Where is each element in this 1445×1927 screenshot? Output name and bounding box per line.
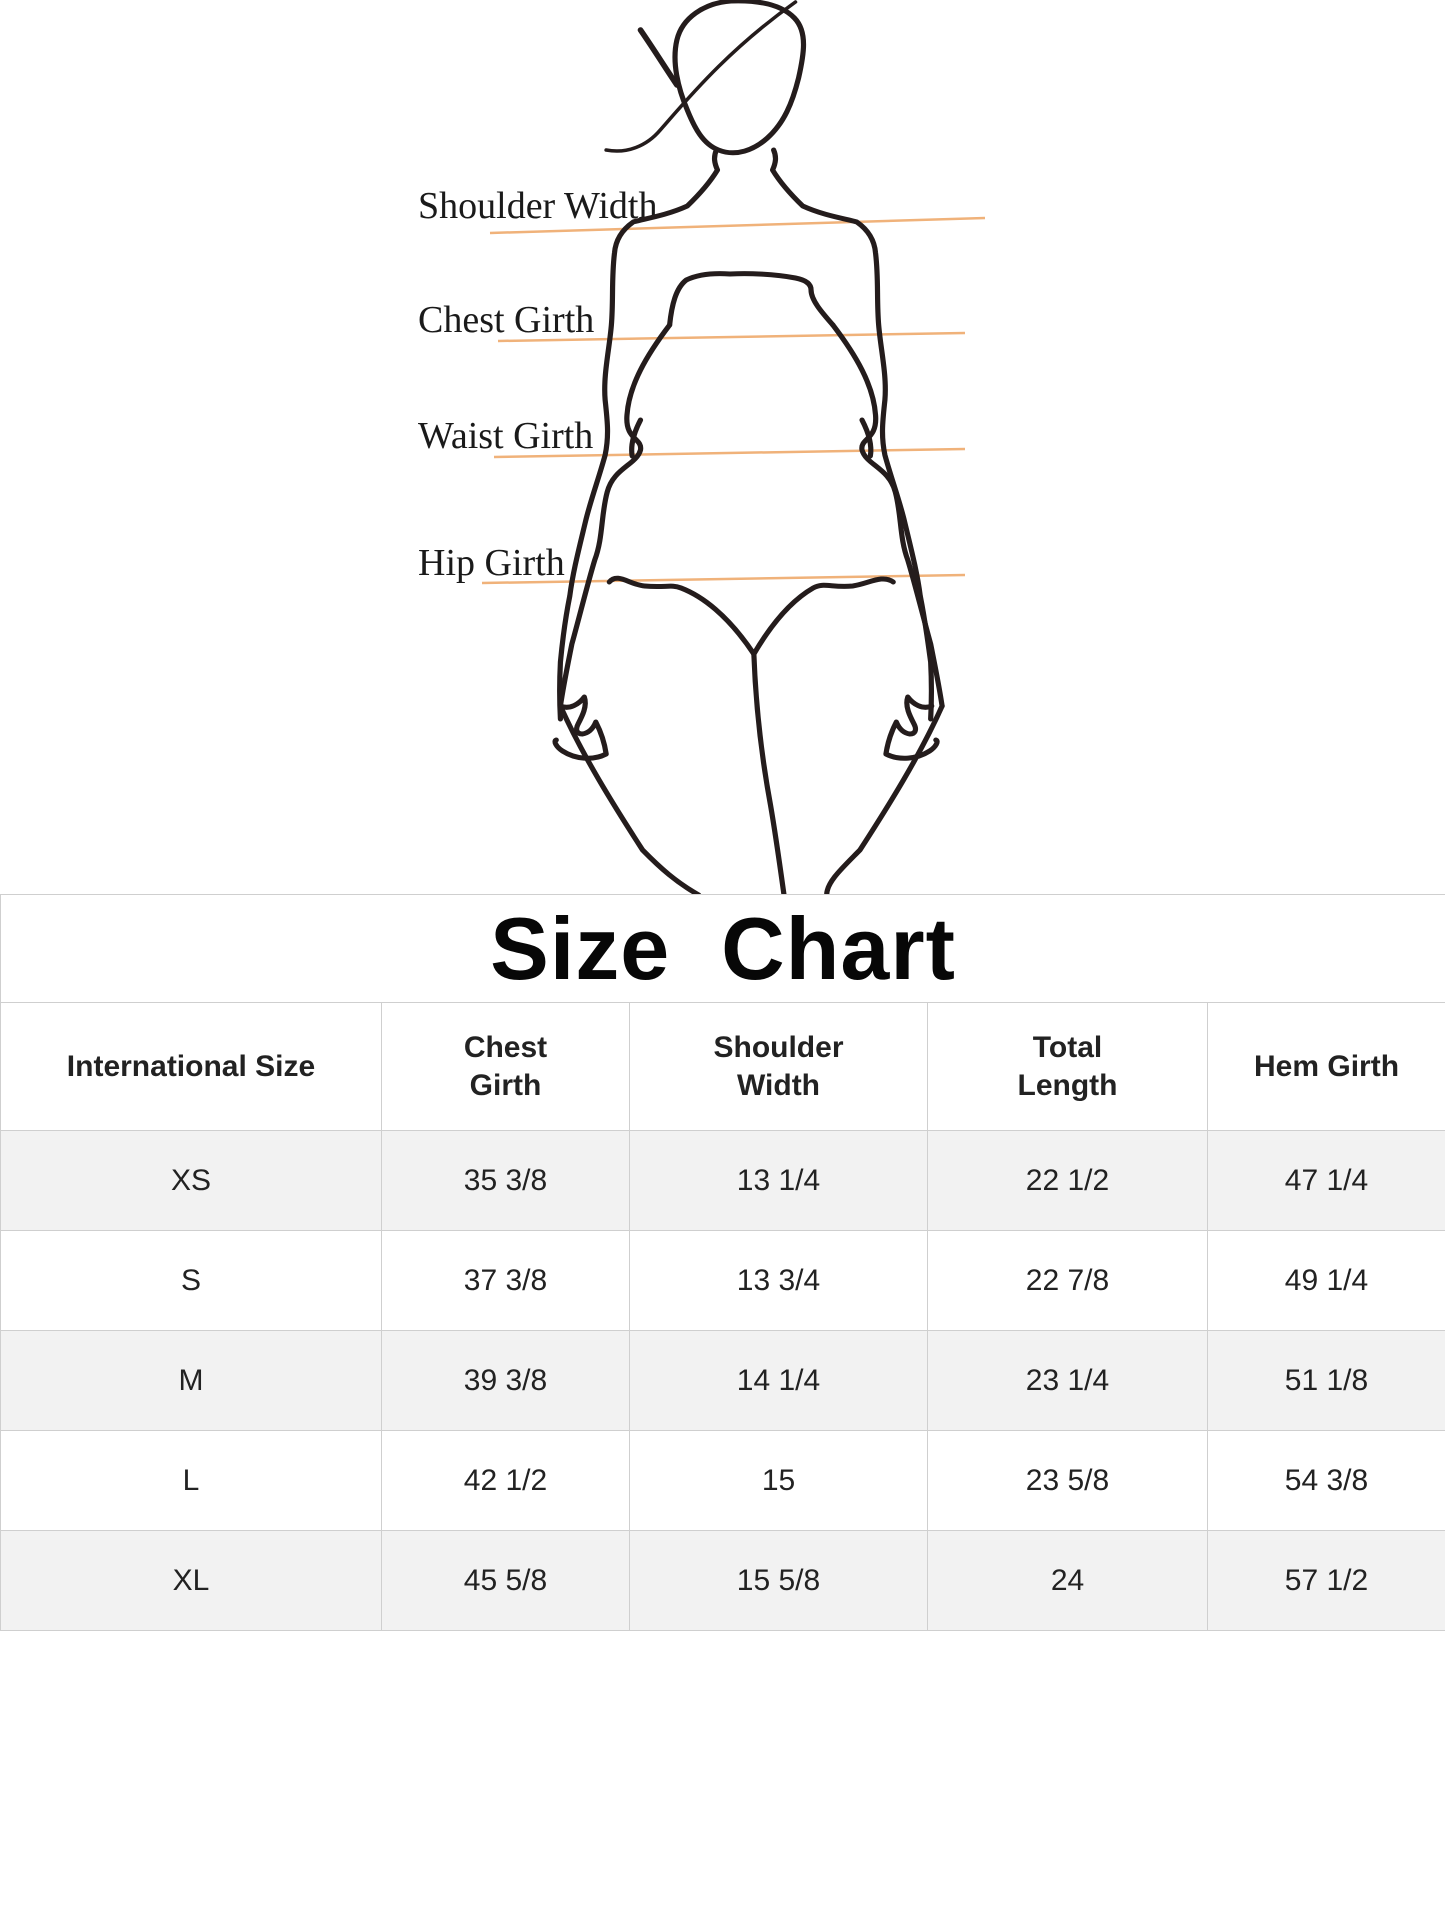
svg-text:Waist Girth: Waist Girth bbox=[418, 415, 593, 457]
svg-text:Hip Girth: Hip Girth bbox=[418, 542, 565, 584]
svg-text:Chest Girth: Chest Girth bbox=[418, 299, 594, 341]
svg-text:Shoulder Width: Shoulder Width bbox=[418, 185, 658, 227]
